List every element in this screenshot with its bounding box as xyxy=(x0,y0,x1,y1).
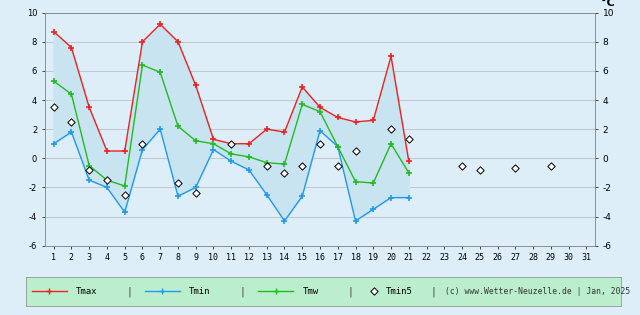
Point xyxy=(49,105,59,110)
Text: Tmw: Tmw xyxy=(302,287,319,296)
Point xyxy=(138,141,148,146)
Text: (c) www.Wetter-Neuzelle.de | Jan, 2025: (c) www.Wetter-Neuzelle.de | Jan, 2025 xyxy=(445,287,630,296)
Text: |: | xyxy=(127,286,132,297)
Point xyxy=(84,168,94,173)
Point xyxy=(510,166,520,171)
Point xyxy=(262,163,272,168)
Point xyxy=(333,163,343,168)
Point xyxy=(297,163,307,168)
Text: Tmin: Tmin xyxy=(189,287,211,296)
Point xyxy=(546,163,556,168)
Point xyxy=(191,191,201,196)
Point xyxy=(369,289,379,294)
Point xyxy=(280,170,290,175)
Text: |: | xyxy=(240,286,246,297)
Text: °C: °C xyxy=(601,0,614,8)
Point xyxy=(120,192,130,197)
Point xyxy=(475,168,485,173)
Point xyxy=(67,119,77,124)
Text: Tmin5: Tmin5 xyxy=(386,287,413,296)
Text: Tmax: Tmax xyxy=(76,287,98,296)
Text: |: | xyxy=(430,286,436,297)
Point xyxy=(404,137,414,142)
Point xyxy=(102,178,112,183)
Point xyxy=(226,141,236,146)
Point xyxy=(350,148,360,153)
Point xyxy=(457,163,467,168)
Point xyxy=(315,141,325,146)
Point xyxy=(386,127,396,132)
Text: |: | xyxy=(347,286,353,297)
Point xyxy=(173,180,183,186)
